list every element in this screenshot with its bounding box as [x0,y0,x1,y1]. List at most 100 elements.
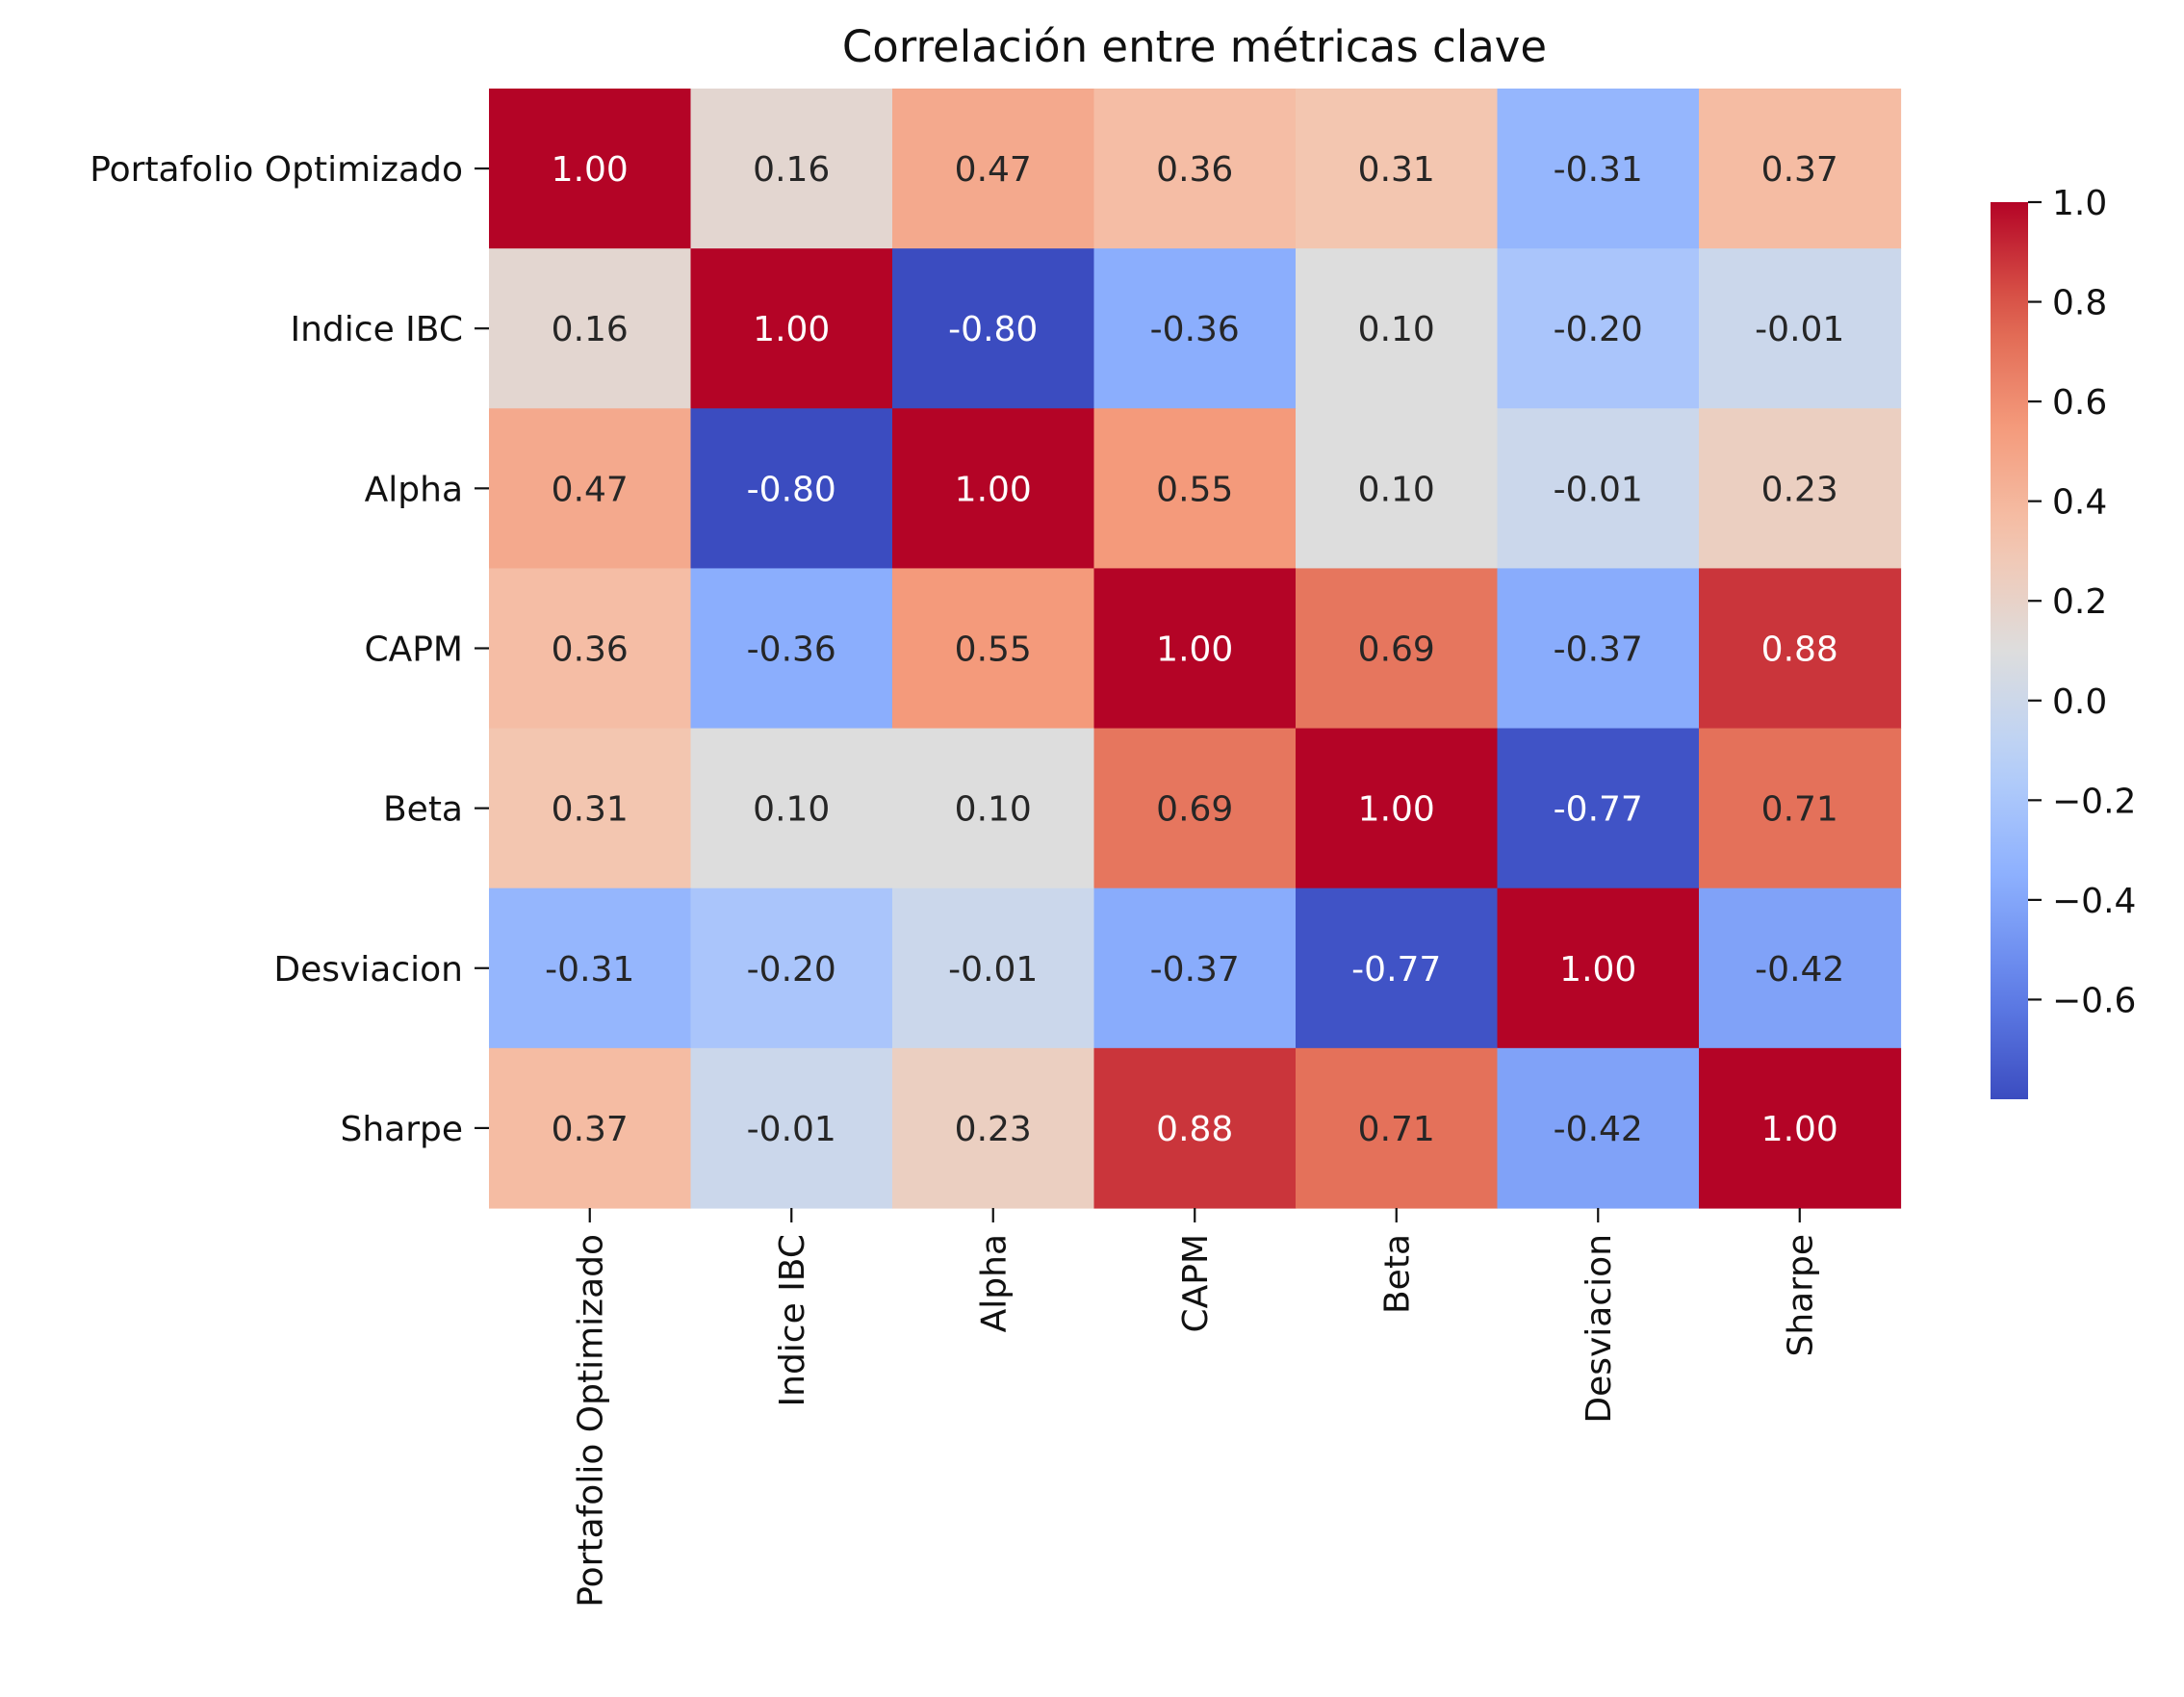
heatmap-cell [489,1047,692,1209]
heatmap-cell [1497,728,1700,889]
heatmap-cell-label: 0.10 [1358,310,1435,349]
heatmap-cell [892,1047,1095,1209]
heatmap-cell-label: 0.88 [1761,630,1838,669]
heatmap-cell [1093,728,1297,889]
heatmap-cell [1296,568,1499,730]
chart-title: Correlación entre métricas clave [842,21,1547,72]
y-axis-tick-label: Portafolio Optimizado [90,150,463,190]
y-axis-tick-label: Desviacion [273,950,463,990]
heatmap-cell [1699,887,1902,1049]
heatmap-cell [1296,728,1499,889]
heatmap-cell-label: -0.36 [1150,310,1240,349]
heatmap-cell-label: -0.20 [747,950,836,990]
heatmap-cell [1699,568,1902,730]
heatmap-cell-label: 0.69 [1358,630,1435,669]
heatmap-cell-label: 0.36 [1156,150,1233,190]
heatmap-cell [1093,887,1297,1049]
colorbar-tick-label: 0.6 [2052,383,2107,423]
heatmap-cell-label: -0.42 [1554,1110,1643,1149]
heatmap-cell-label: 1.00 [1761,1110,1838,1149]
heatmap-cell [1093,408,1297,570]
x-axis-tick-label: Sharpe [1782,1234,1821,1357]
heatmap-cell [1093,89,1297,249]
heatmap-cell [1093,1047,1297,1209]
heatmap-cell-label: -0.37 [1554,630,1643,669]
heatmap-cell [489,248,692,409]
heatmap-cell [1497,1047,1700,1209]
heatmap-cell-label: -0.20 [1554,310,1643,349]
colorbar-tick-label: −0.6 [2052,981,2136,1020]
heatmap-cell-label: 1.00 [1358,790,1435,830]
y-axis-tick-label: Sharpe [340,1110,463,1149]
y-axis-tick-label: CAPM [364,630,463,669]
heatmap-cell [489,408,692,570]
heatmap-cell [892,89,1095,249]
heatmap-cell-label: -0.31 [545,950,634,990]
heatmap-cell [690,568,893,730]
heatmap-cell-label: -0.77 [1351,950,1441,990]
heatmap-cell-label: 1.00 [1156,630,1233,669]
heatmap-cell-label: 0.37 [1761,150,1838,190]
heatmap-cell [1699,248,1902,409]
heatmap-cell-label: 0.36 [552,630,629,669]
x-axis-tick-label: Portafolio Optimizado [572,1234,611,1607]
heatmap-cell-label: 1.00 [955,470,1032,509]
heatmap-cell [690,248,893,409]
heatmap-cell-label: 0.31 [1358,150,1435,190]
colorbar-tick-label: 0.4 [2052,483,2107,523]
x-axis-tick-label: Alpha [975,1234,1015,1332]
heatmap-cell [1093,248,1297,409]
heatmap-cell-label: -0.01 [948,950,1038,990]
heatmap-cell-label: -0.80 [948,310,1038,349]
heatmap-cell [489,89,692,249]
heatmap-cell [690,728,893,889]
y-axis: Portafolio Optimizado Indice IBC Alpha CAPM… [90,150,489,1149]
heatmap-cell-label: -0.01 [1755,310,1844,349]
heatmap-cell [1699,1047,1902,1209]
heatmap-cell-label: 0.10 [955,790,1032,830]
heatmap-cell [1497,887,1700,1049]
heatmap-cell-label: 0.47 [955,150,1032,190]
x-axis-tick-label: CAPM [1176,1234,1216,1333]
heatmap-cell [1497,568,1700,730]
heatmap-cell-label: 0.16 [552,310,629,349]
heatmap-cell-label: 0.47 [552,470,629,509]
heatmap-cell [690,887,893,1049]
heatmap-cell [1497,248,1700,409]
heatmap-cell-label: 0.88 [1156,1110,1233,1149]
heatmap-cell [1296,887,1499,1049]
heatmap-cell-label: 0.37 [552,1110,629,1149]
heatmap-cell-label: 0.71 [1761,790,1838,830]
heatmap-cell [690,89,893,249]
heatmap-cell [1296,408,1499,570]
heatmap-cell-label: 0.23 [1761,470,1838,509]
heatmap-cell [1093,568,1297,730]
y-axis-tick-label: Beta [383,790,463,830]
heatmap-cell-label: 0.71 [1358,1110,1435,1149]
y-axis-tick-label: Indice IBC [291,310,464,349]
heatmap-cell-label: 0.31 [552,790,629,830]
heatmap-cell-label: 1.00 [552,150,629,190]
heatmap-cell [489,568,692,730]
heatmap-cell [1699,89,1902,249]
x-axis: Portafolio Optimizado Indice IBC Alpha CAPM… [572,1207,1821,1607]
heatmap-cell [892,408,1095,570]
heatmap-cell [892,248,1095,409]
heatmap-cell-label: 0.23 [955,1110,1032,1149]
heatmap-cell-label: 1.00 [1559,950,1636,990]
heatmap-cell-label: 0.69 [1156,790,1233,830]
heatmap-cells [489,89,1902,1209]
heatmap-cell [1699,728,1902,889]
heatmap-cell [489,728,692,889]
y-axis-tick-label: Alpha [365,470,463,509]
heatmap-cell-label: -0.37 [1150,950,1240,990]
colorbar-tick-label: −0.4 [2052,882,2136,921]
heatmap-cell-label: -0.31 [1554,150,1643,190]
heatmap-cell [892,887,1095,1049]
heatmap-cell [1296,248,1499,409]
heatmap-cell [892,568,1095,730]
colorbar-tick-label: −0.2 [2052,782,2136,821]
colorbar-tick-label: 0.2 [2052,582,2107,622]
heatmap-cell-label: 1.00 [753,310,830,349]
